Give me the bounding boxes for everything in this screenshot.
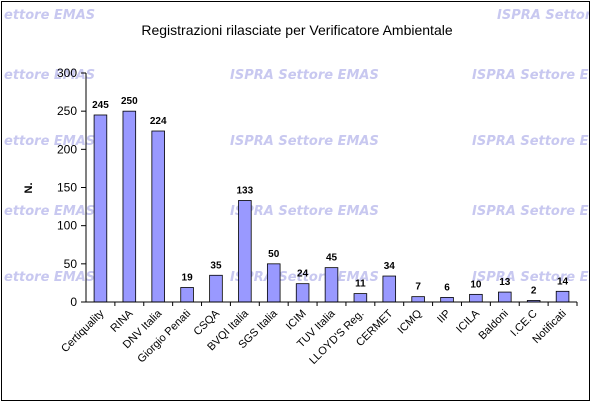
data-label: 224 [150,116,167,127]
data-label: 7 [415,282,421,293]
y-tick-label: 150 [57,181,77,195]
watermark-text: ISPRA Settore EMAS [230,204,379,219]
y-tick-label: 0 [70,295,77,309]
bar [469,293,483,303]
bar [382,275,397,303]
y-tick-label: 50 [64,257,78,271]
y-tick-label: 200 [57,142,77,156]
bar [324,267,339,303]
watermark-text: ettore EMAS [4,270,95,285]
bar [209,274,223,303]
bar [151,130,165,303]
x-tick-label: Certiquality [59,307,107,355]
bar [353,293,368,303]
data-label: 10 [470,279,482,290]
data-label: 6 [444,282,450,293]
bar [93,114,108,303]
data-label: 45 [326,253,338,264]
bar [295,283,310,303]
y-axis: 0 50 100 150 200 250 300 [57,66,87,309]
watermark-text: ISPRA Settore EMAS [497,8,589,23]
data-label: 245 [92,100,109,111]
watermark-text: ISPRA Settore EMAS [472,134,589,149]
data-label: 14 [557,276,569,287]
bar [411,296,425,303]
data-label: 24 [297,269,309,280]
chart-title: Registrazioni rilasciate per Verificator… [141,22,452,38]
data-label: 34 [384,261,396,272]
watermark-text: ettore EMAS [4,8,95,23]
bar [238,200,252,303]
watermark-text: ettore EMAS [4,134,95,149]
data-labels: 245 250 224 19 35 133 50 24 45 11 34 7 6 10 13 2 14 [92,96,568,296]
x-tick-label: ICIM [284,308,309,333]
data-label: 50 [268,249,280,260]
watermark-text: ISPRA Settore EMAS [472,68,589,83]
bar [440,297,454,303]
x-tick-label: Giorgio Penati [135,308,193,366]
bar [555,290,570,303]
bar [266,263,281,303]
data-label: 13 [499,277,511,288]
data-label: 11 [355,279,366,290]
data-label: 2 [531,285,537,296]
watermark-text: ISPRA Settore EMAS [230,68,379,83]
y-tick-label: 100 [57,219,77,233]
watermark-text: ettore EMAS [4,68,95,83]
y-tick-label: 300 [57,66,77,80]
y-axis-label: N. [23,183,35,194]
data-label: 35 [210,260,222,271]
y-tick-label: 250 [57,104,77,118]
bar [122,110,137,303]
x-tick-label: Baldoni [476,308,510,342]
x-tick-label: ICMQ [395,307,424,336]
data-label: 19 [182,272,194,283]
data-label: 133 [237,185,254,196]
bar [180,287,194,303]
watermark-layer: ettore EMAS ISPRA Settore EMAS ettore EMAS… [4,8,589,285]
x-tick-label: IIP [435,308,453,326]
watermark-text: ettore EMAS [4,204,95,219]
watermark-text: ISPRA Settore EMAS [230,134,379,149]
watermark-text: ISPRA Settore EMAS [472,270,589,285]
data-label: 250 [121,96,138,107]
watermark-text: ISPRA Settore EMAS [472,204,589,219]
bar [498,291,512,303]
